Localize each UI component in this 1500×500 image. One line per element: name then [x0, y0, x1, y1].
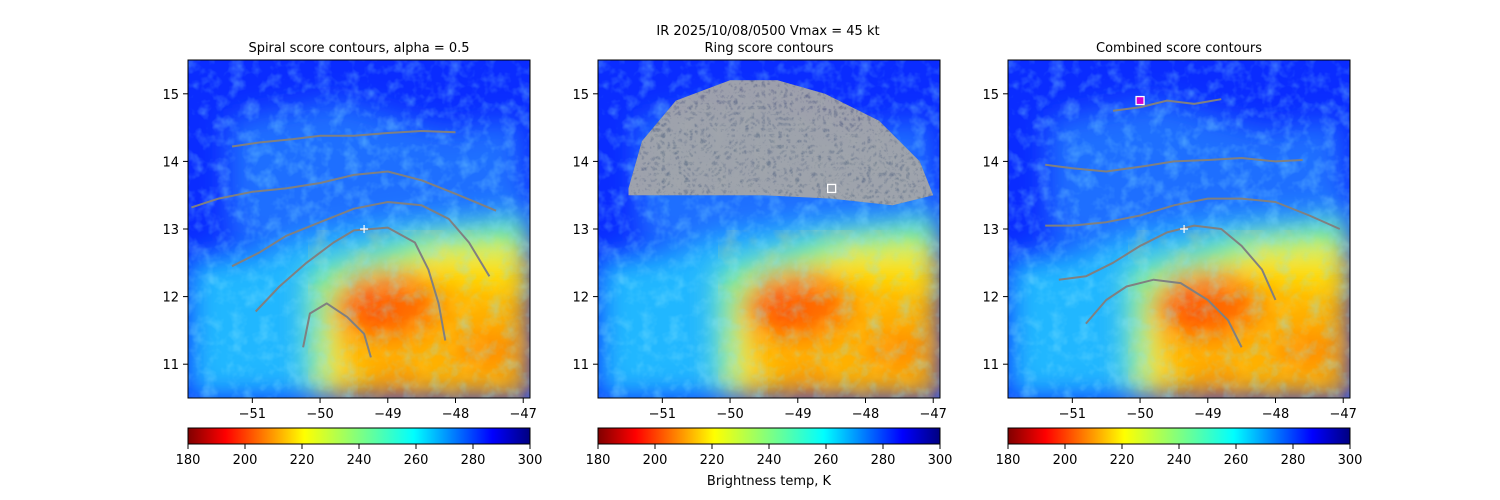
- ring-center-marker: [826, 183, 837, 194]
- ytick-label: 13: [162, 223, 179, 238]
- contour-line: [302, 302, 372, 358]
- xtick-label: −51: [239, 407, 266, 422]
- panel-ring-colorbar-ticks: 180 200 220 240 260 280 300: [586, 444, 953, 468]
- panel-ring-title: Ring score contours: [704, 41, 833, 56]
- colorbar-tick-label: 260: [814, 453, 839, 468]
- xtick-label: −51: [1059, 407, 1086, 422]
- panel-spiral-contours: [191, 130, 497, 358]
- colorbar-label: Brightness temp, K: [707, 474, 832, 489]
- figure-suptitle: IR 2025/10/08/0500 Vmax = 45 kt: [656, 24, 879, 39]
- colorbar-tick-label: 180: [586, 453, 611, 468]
- panel-combined-contours: [1045, 98, 1341, 348]
- panel-combined: Combined score contours −51 −50 −49 −48 −47 …: [982, 41, 1362, 468]
- combined-max-marker: [1135, 95, 1145, 106]
- xtick-label: −47: [1330, 407, 1357, 422]
- panel-spiral-title: Spiral score contours, alpha = 0.5: [248, 41, 469, 56]
- panel-combined-yticks: 11 12 13 14 15: [982, 88, 1008, 373]
- ytick-label: 12: [982, 291, 999, 306]
- panel-ring-colorbar: 180 200 220 240 260 280 300 Brightness temp, K: [586, 427, 953, 489]
- panel-combined-xticks: −51 −50 −49 −48 −47: [1059, 398, 1357, 422]
- ytick-label: 15: [572, 88, 589, 103]
- panel-spiral-xticks: −51 −50 −49 −48 −47: [239, 398, 537, 422]
- panel-spiral-yticks: 11 12 13 14 15: [162, 88, 188, 373]
- ytick-label: 11: [162, 358, 179, 373]
- panel-spiral-colorbar-ticks: 180 200 220 240 260 280 300: [176, 444, 543, 468]
- colorbar-tick-label: 280: [461, 453, 486, 468]
- xtick-label: −49: [374, 407, 401, 422]
- xtick-label: −47: [510, 407, 537, 422]
- panel-spiral-colorbar: 180 200 220 240 260 280 300: [176, 427, 543, 468]
- ytick-label: 12: [572, 291, 589, 306]
- panel-ring-contour-region: [628, 80, 934, 206]
- ytick-label: 14: [162, 155, 179, 170]
- colorbar-tick-label: 180: [996, 453, 1021, 468]
- ytick-label: 11: [982, 358, 999, 373]
- xtick-label: −48: [1262, 407, 1289, 422]
- colorbar-tick-label: 240: [347, 453, 372, 468]
- xtick-label: −49: [784, 407, 811, 422]
- ytick-label: 15: [982, 88, 999, 103]
- panel-ring-center-marker: [826, 183, 837, 194]
- ytick-label: 13: [572, 223, 589, 238]
- ytick-label: 14: [572, 155, 589, 170]
- colorbar-tick-label: 300: [928, 453, 953, 468]
- colorbar-tick-label: 220: [290, 453, 315, 468]
- contour-line: [1045, 197, 1341, 230]
- xtick-label: −51: [649, 407, 676, 422]
- ytick-label: 12: [162, 291, 179, 306]
- colorbar-tick-label: 180: [176, 453, 201, 468]
- ytick-label: 11: [572, 358, 589, 373]
- contour-line: [191, 170, 497, 212]
- center-plus-marker: [360, 225, 369, 233]
- colorbar-tick-label: 300: [1338, 453, 1363, 468]
- xtick-label: −50: [1126, 407, 1153, 422]
- colorbar-tick-label: 220: [700, 453, 725, 468]
- panel-combined-colorbar-ticks: 180 200 220 240 260 280 300: [996, 444, 1363, 468]
- xtick-label: −50: [306, 407, 333, 422]
- colorbar-tick-label: 200: [1053, 453, 1078, 468]
- panel-ring-yticks: 11 12 13 14 15: [572, 88, 598, 373]
- colorbar-tick-label: 240: [757, 453, 782, 468]
- contour-line: [1112, 98, 1222, 112]
- panel-ring-xticks: −51 −50 −49 −48 −47: [649, 398, 947, 422]
- ytick-label: 13: [982, 223, 999, 238]
- panel-combined-colorbar: 180 200 220 240 260 280 300: [996, 427, 1363, 468]
- colorbar-tick-label: 220: [1110, 453, 1135, 468]
- colorbar-tick-label: 200: [233, 453, 258, 468]
- contour-line: [231, 201, 491, 277]
- center-plus-marker: [1180, 225, 1189, 233]
- contour-line: [254, 226, 447, 341]
- xtick-label: −50: [716, 407, 743, 422]
- xtick-label: −47: [920, 407, 947, 422]
- colorbar-tick-label: 200: [643, 453, 668, 468]
- ytick-label: 15: [162, 88, 179, 103]
- xtick-label: −48: [442, 407, 469, 422]
- contour-line: [231, 130, 456, 148]
- colorbar-tick-label: 260: [404, 453, 429, 468]
- contour-line: [1085, 278, 1243, 348]
- xtick-label: −49: [1194, 407, 1221, 422]
- colorbar-tick-label: 280: [1281, 453, 1306, 468]
- panel-combined-center-marker: [1135, 95, 1189, 233]
- colorbar-tick-label: 300: [518, 453, 543, 468]
- colorbar-tick-label: 280: [871, 453, 896, 468]
- panel-ring: Ring score contours −51 −50 −49 −48 −47 11 12…: [572, 41, 952, 489]
- colorbar-tick-label: 260: [1224, 453, 1249, 468]
- contour-line: [1045, 157, 1303, 173]
- panel-combined-title: Combined score contours: [1096, 41, 1262, 56]
- panel-spiral-center-marker: [360, 225, 369, 233]
- panel-spiral: Spiral score contours, alpha = 0.5 −51 −5…: [162, 41, 542, 468]
- xtick-label: −48: [852, 407, 879, 422]
- ytick-label: 14: [982, 155, 999, 170]
- colorbar-tick-label: 240: [1167, 453, 1192, 468]
